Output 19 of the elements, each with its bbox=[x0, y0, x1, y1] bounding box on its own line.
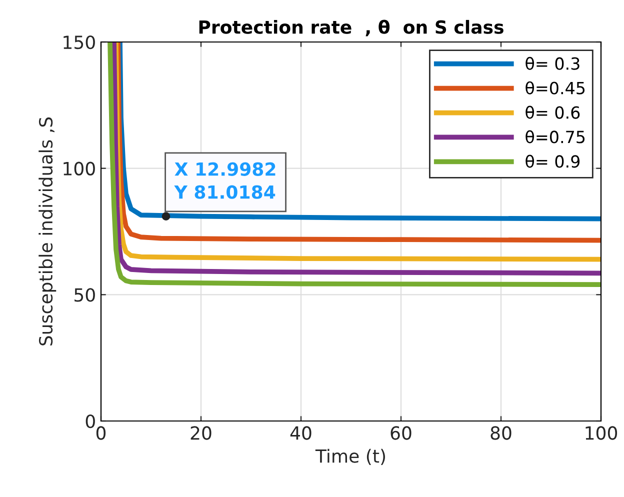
y-tick-label: 50 bbox=[74, 288, 95, 302]
y-tick-label: 100 bbox=[64, 162, 95, 176]
x-tick-label: 100 bbox=[586, 426, 618, 440]
y-tick-label: 150 bbox=[64, 35, 95, 50]
legend-label: θ=0.75 bbox=[526, 130, 585, 144]
legend-label: θ= 0.9 bbox=[526, 154, 580, 168]
legend-label: θ= 0.6 bbox=[526, 106, 580, 119]
x-tick-label: 60 bbox=[390, 426, 412, 440]
y-tick-label: 0 bbox=[86, 414, 95, 428]
x-tick-label: 0 bbox=[96, 426, 106, 440]
x-axis-title: Time (t) bbox=[315, 448, 385, 465]
x-tick-label: 40 bbox=[290, 426, 312, 440]
x-tick-label: 80 bbox=[490, 426, 512, 440]
legend-label: θ= 0.3 bbox=[526, 56, 580, 70]
legend-label: θ=0.45 bbox=[526, 81, 585, 94]
annotation: X 12.9982 Y 81.0184 bbox=[174, 162, 276, 199]
x-tick-label: 20 bbox=[190, 426, 212, 440]
chart-title: Protection rate , θ on S class bbox=[199, 20, 504, 36]
y-axis-title: Susceptible individuals ,S bbox=[38, 117, 56, 346]
